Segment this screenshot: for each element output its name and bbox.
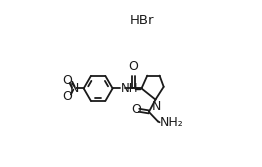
Text: NH: NH xyxy=(121,82,139,95)
Text: O: O xyxy=(131,103,141,116)
Text: O: O xyxy=(63,90,73,103)
Text: NH₂: NH₂ xyxy=(160,116,183,129)
Text: O: O xyxy=(63,74,73,87)
Text: N: N xyxy=(69,82,79,95)
Text: O: O xyxy=(128,60,138,73)
Text: HBr: HBr xyxy=(129,14,154,27)
Text: N: N xyxy=(151,100,161,113)
